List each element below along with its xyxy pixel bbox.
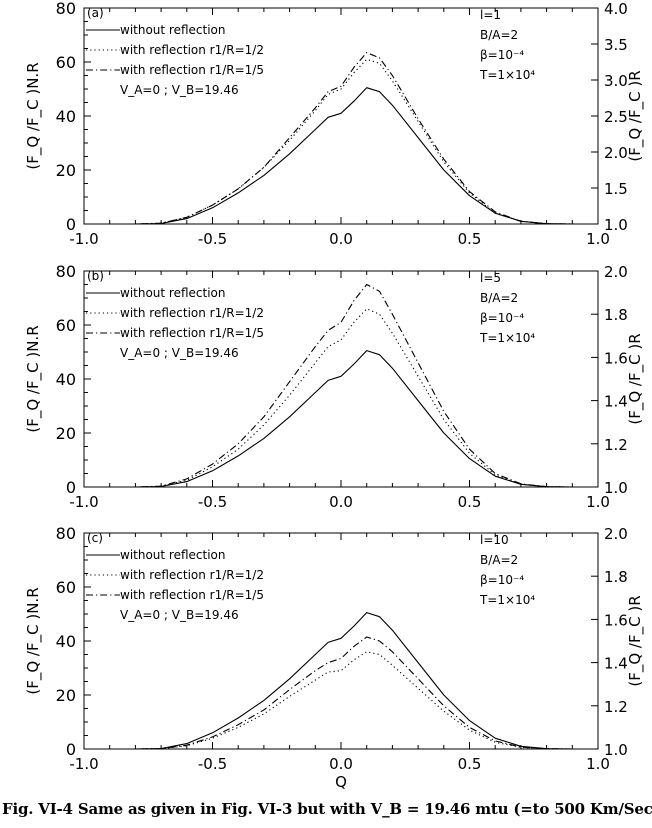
legend-label-1: without reflection <box>120 548 226 562</box>
legend-label-3: with reflection r1/R=1/5 <box>120 326 264 340</box>
y-right-tick-label: 1.8 <box>604 568 628 586</box>
panel-label: (a) <box>87 6 104 20</box>
y-tick-label: 40 <box>56 370 76 389</box>
series-line-2 <box>84 58 598 225</box>
y-right-axis-title: (F_Q /F_C )R <box>626 595 645 686</box>
y-tick-label: 20 <box>56 686 76 705</box>
series-line-1 <box>84 612 598 750</box>
param-label-4: T=1×10⁴ <box>479 593 535 607</box>
panel-label: (c) <box>87 531 103 545</box>
x-tick-label: 0.5 <box>458 493 482 511</box>
y-tick-label: 20 <box>56 161 76 180</box>
x-tick-label: -1.0 <box>69 493 98 511</box>
y-axis-title: (F_Q /F_C )N.R <box>24 325 43 432</box>
y-axis-title: (F_Q /F_C )N.R <box>24 62 43 169</box>
param-label-4: T=1×10⁴ <box>479 68 535 82</box>
x-tick-label: 0.0 <box>329 755 353 773</box>
y-right-tick-label: 1.6 <box>604 611 628 629</box>
y-tick-label: 0 <box>66 478 76 497</box>
param-label-2: B/A=2 <box>480 28 518 42</box>
x-tick-label: 1.0 <box>586 230 610 248</box>
y-right-tick-label: 1.2 <box>604 436 628 454</box>
x-tick-label: 0.0 <box>329 493 353 511</box>
x-tick-label: 1.0 <box>586 755 610 773</box>
param-label-1: l=1 <box>480 8 501 22</box>
panel-label: (b) <box>87 269 104 283</box>
param-label-2: B/A=2 <box>480 291 518 305</box>
legend-label-3: with reflection r1/R=1/5 <box>120 63 264 77</box>
series-line-3 <box>84 52 598 225</box>
legend-label-1: without reflection <box>120 286 226 300</box>
plot-frame <box>83 7 599 225</box>
y-right-tick-label: 1.0 <box>604 216 628 234</box>
y-tick-label: 40 <box>56 107 76 126</box>
y-right-axis-title: (F_Q /F_C )R <box>626 70 645 161</box>
figure: -1.0 -0.5 0.0 0.5 1.0 0 20 40 60 80 1.0 1.5 2.0 2.5 3.… <box>24 0 645 791</box>
legend-label-2: with reflection r1/R=1/2 <box>120 43 264 57</box>
y-right-tick-label: 2.0 <box>604 525 628 543</box>
plot-frame <box>83 270 599 488</box>
series-line-3 <box>84 636 598 750</box>
param-label-3: β=10⁻⁴ <box>480 48 524 62</box>
param-label-3: β=10⁻⁴ <box>480 311 524 325</box>
x-tick-label: 0.0 <box>329 230 353 248</box>
param-label-3: β=10⁻⁴ <box>480 573 524 587</box>
velocity-note: V_A=0 ; V_B=19.46 <box>120 346 239 360</box>
x-tick-label: -1.0 <box>69 755 98 773</box>
y-axis-title: (F_Q /F_C )N.R <box>24 587 43 694</box>
legend-label-1: without reflection <box>120 23 226 37</box>
param-label-2: B/A=2 <box>480 553 518 567</box>
y-tick-label: 60 <box>56 53 76 72</box>
y-right-tick-label: 1.4 <box>604 655 628 673</box>
y-right-tick-label: 1.8 <box>604 306 628 324</box>
y-right-tick-label: 2.5 <box>604 108 628 126</box>
series-line-1 <box>84 87 598 225</box>
y-right-tick-label: 1.5 <box>604 180 628 198</box>
y-right-tick-label: 1.0 <box>604 741 628 759</box>
x-tick-label: 0.5 <box>458 230 482 248</box>
y-right-tick-label: 1.2 <box>604 698 628 716</box>
y-tick-label: 60 <box>56 316 76 335</box>
y-tick-label: 80 <box>56 262 76 281</box>
x-tick-label: -0.5 <box>198 755 227 773</box>
series-line-1 <box>84 350 598 488</box>
y-tick-label: 20 <box>56 424 76 443</box>
x-tick-label: -0.5 <box>198 493 227 511</box>
y-tick-label: 40 <box>56 632 76 651</box>
y-right-tick-label: 2.0 <box>604 144 628 162</box>
y-tick-label: 80 <box>56 524 76 543</box>
y-right-axis-title: (F_Q /F_C )R <box>626 333 645 424</box>
x-tick-label: 0.5 <box>458 755 482 773</box>
legend-label-2: with reflection r1/R=1/2 <box>120 568 264 582</box>
y-right-tick-label: 1.0 <box>604 479 628 497</box>
y-right-tick-label: 2.0 <box>604 263 628 281</box>
plot-frame <box>83 532 599 750</box>
x-tick-label: 1.0 <box>586 493 610 511</box>
y-tick-label: 60 <box>56 578 76 597</box>
y-tick-label: 0 <box>66 215 76 234</box>
chart-panel-3: -1.0 -0.5 0.0 0.5 1.0 0 20 40 60 80 1.0 1.2 1.4 1.6 1.… <box>24 524 645 791</box>
series-line-2 <box>84 651 598 750</box>
legend-label-2: with reflection r1/R=1/2 <box>120 306 264 320</box>
y-right-tick-label: 3.5 <box>604 36 628 54</box>
param-label-1: l=5 <box>480 271 501 285</box>
chart-panel-1: -1.0 -0.5 0.0 0.5 1.0 0 20 40 60 80 1.0 1.5 2.0 2.5 3.… <box>24 0 645 248</box>
y-right-tick-label: 4.0 <box>604 0 628 18</box>
x-axis-title: Q <box>335 773 347 791</box>
figure-caption: Fig. VI-4 Same as given in Fig. VI-3 but… <box>2 800 652 818</box>
chart-panel-2: -1.0 -0.5 0.0 0.5 1.0 0 20 40 60 80 1.0 1.2 1.4 1.6 1.… <box>24 262 645 511</box>
velocity-note: V_A=0 ; V_B=19.46 <box>120 83 239 97</box>
y-right-tick-label: 3.0 <box>604 72 628 90</box>
x-tick-label: -1.0 <box>69 230 98 248</box>
legend-label-3: with reflection r1/R=1/5 <box>120 588 264 602</box>
y-tick-label: 0 <box>66 740 76 759</box>
param-label-4: T=1×10⁴ <box>479 331 535 345</box>
velocity-note: V_A=0 ; V_B=19.46 <box>120 608 239 622</box>
x-tick-label: -0.5 <box>198 230 227 248</box>
param-label-1: l=10 <box>480 533 509 547</box>
y-tick-label: 80 <box>56 0 76 18</box>
y-right-tick-label: 1.4 <box>604 393 628 411</box>
y-right-tick-label: 1.6 <box>604 349 628 367</box>
